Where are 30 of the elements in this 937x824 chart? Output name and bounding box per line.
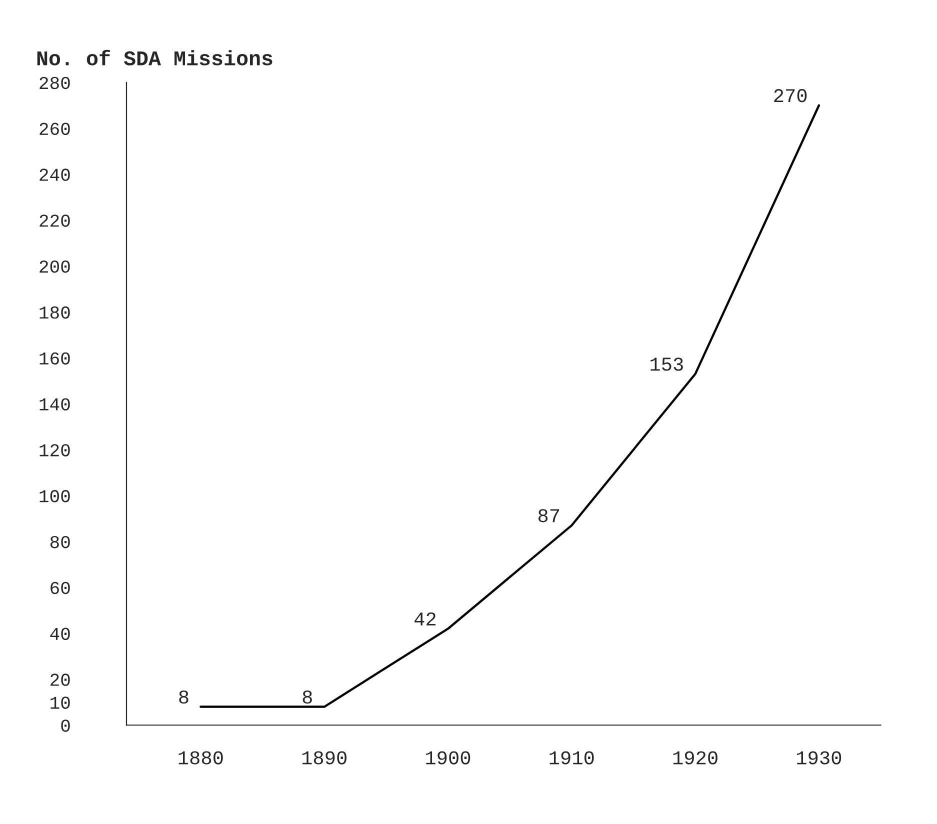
y-tick-label: 0: [61, 720, 70, 732]
y-tick-label: 260: [40, 122, 70, 136]
data-label: 270: [774, 89, 807, 102]
data-label: 8: [179, 690, 188, 704]
x-tick-label: 1930: [797, 751, 842, 764]
data-label: 153: [650, 358, 683, 371]
y-tick-label: 180: [40, 306, 70, 319]
y-tick-label: 40: [50, 628, 70, 640]
y-tick-label: 160: [40, 352, 70, 365]
x-tick-label: 1890: [302, 751, 346, 764]
y-tick-label: 220: [40, 214, 70, 227]
y-tick-label: 60: [50, 582, 70, 594]
y-tick-label: 280: [40, 76, 70, 90]
y-axis-title: No. of SDA Missions: [37, 50, 272, 66]
x-tick-label: 1910: [550, 751, 594, 764]
x-tick-label: 1900: [426, 751, 470, 764]
y-tick-label: 240: [40, 168, 70, 181]
data-label: 8: [302, 690, 312, 704]
x-tick-label: 1920: [673, 751, 718, 764]
data-label: 42: [414, 612, 436, 626]
data-label: 87: [538, 509, 560, 522]
x-tick-label: 1880: [178, 751, 223, 764]
y-tick-label: 140: [40, 398, 70, 410]
line-series: [200, 104, 820, 708]
y-tick-label: 20: [50, 674, 70, 686]
y-tick-label: 200: [40, 260, 70, 273]
y-tick-label: 80: [50, 536, 70, 548]
y-tick-label: 120: [40, 444, 70, 456]
y-tick-label: 10: [50, 696, 70, 709]
y-tick-label: 100: [40, 490, 70, 502]
